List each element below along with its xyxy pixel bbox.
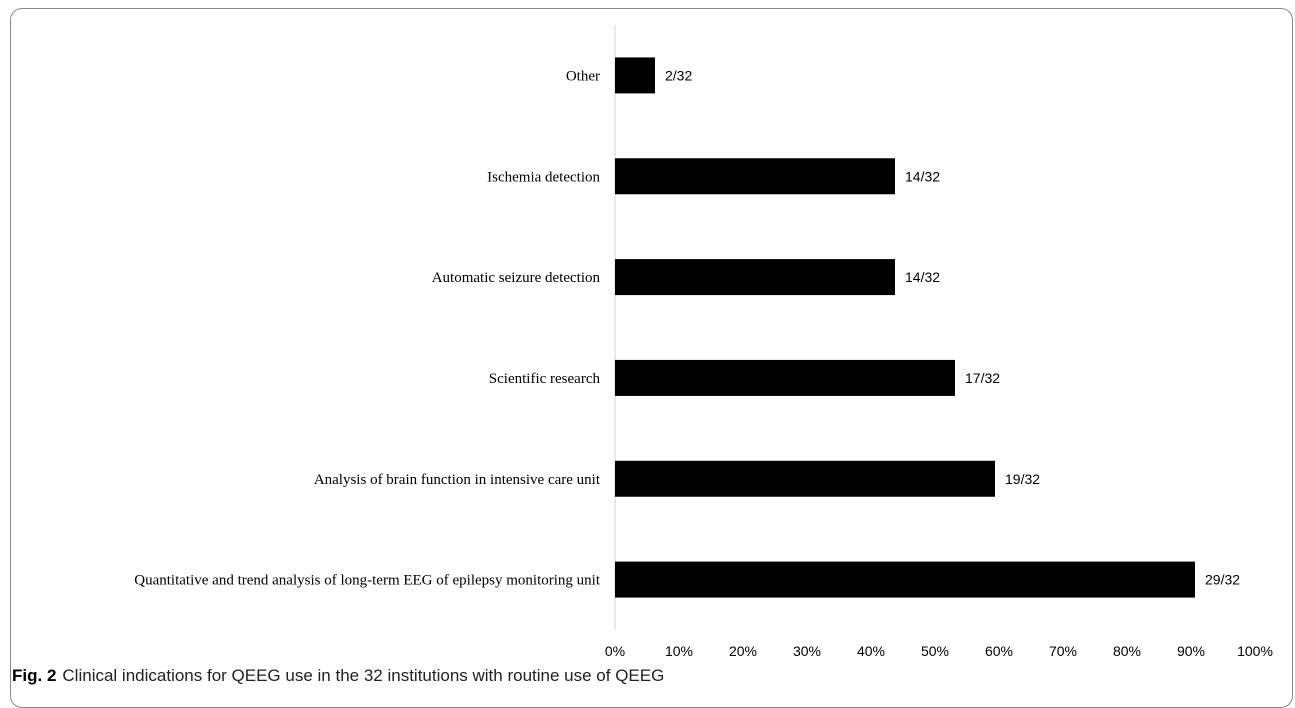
x-tick-label: 80% <box>1113 643 1141 659</box>
figure-caption: Fig. 2 Clinical indications for QEEG use … <box>12 666 664 686</box>
category-labels-group: Other Ischemia detection Automatic seizure… <box>134 68 601 588</box>
x-tick-label: 20% <box>729 643 757 659</box>
figure-number: Fig. 2 <box>12 666 57 685</box>
bar <box>615 158 895 195</box>
category-label: Ischemia detection <box>487 169 600 185</box>
x-tick-label: 50% <box>921 643 949 659</box>
data-label: 17/32 <box>965 370 1000 386</box>
bar <box>615 259 895 296</box>
x-tick-label: 60% <box>985 643 1013 659</box>
bar <box>615 57 655 94</box>
x-tick-label: 10% <box>665 643 693 659</box>
x-tick-label: 40% <box>857 643 885 659</box>
x-tick-label: 30% <box>793 643 821 659</box>
x-tick-label: 70% <box>1049 643 1077 659</box>
data-label: 29/32 <box>1205 572 1240 588</box>
bar-chart: Other Ischemia detection Automatic seizure… <box>134 25 1273 659</box>
category-label: Analysis of brain function in intensive … <box>314 472 601 488</box>
caption-text: Clinical indications for QEEG use in the… <box>62 666 665 685</box>
category-label: Other <box>566 68 600 84</box>
bar <box>615 460 995 497</box>
data-label: 14/32 <box>905 168 940 184</box>
data-label: 19/32 <box>1005 471 1040 487</box>
value-labels-group: 2/32 14/32 14/32 17/32 19/32 29/32 <box>665 67 1240 587</box>
x-tick-label: 90% <box>1177 643 1205 659</box>
x-tick-labels-group: 0% 10% 20% 30% 40% 50% 60% 70% 80% 90% 100% <box>605 643 1273 659</box>
category-label: Quantitative and trend analysis of long-… <box>134 573 601 589</box>
x-tick-label: 0% <box>605 643 625 659</box>
bars-group <box>615 57 1195 598</box>
bar <box>615 561 1195 598</box>
x-tick-label: 100% <box>1237 643 1273 659</box>
category-label: Scientific research <box>489 371 601 387</box>
category-label: Automatic seizure detection <box>432 270 601 286</box>
data-label: 2/32 <box>665 67 692 83</box>
bar <box>615 359 955 396</box>
data-label: 14/32 <box>905 269 940 285</box>
